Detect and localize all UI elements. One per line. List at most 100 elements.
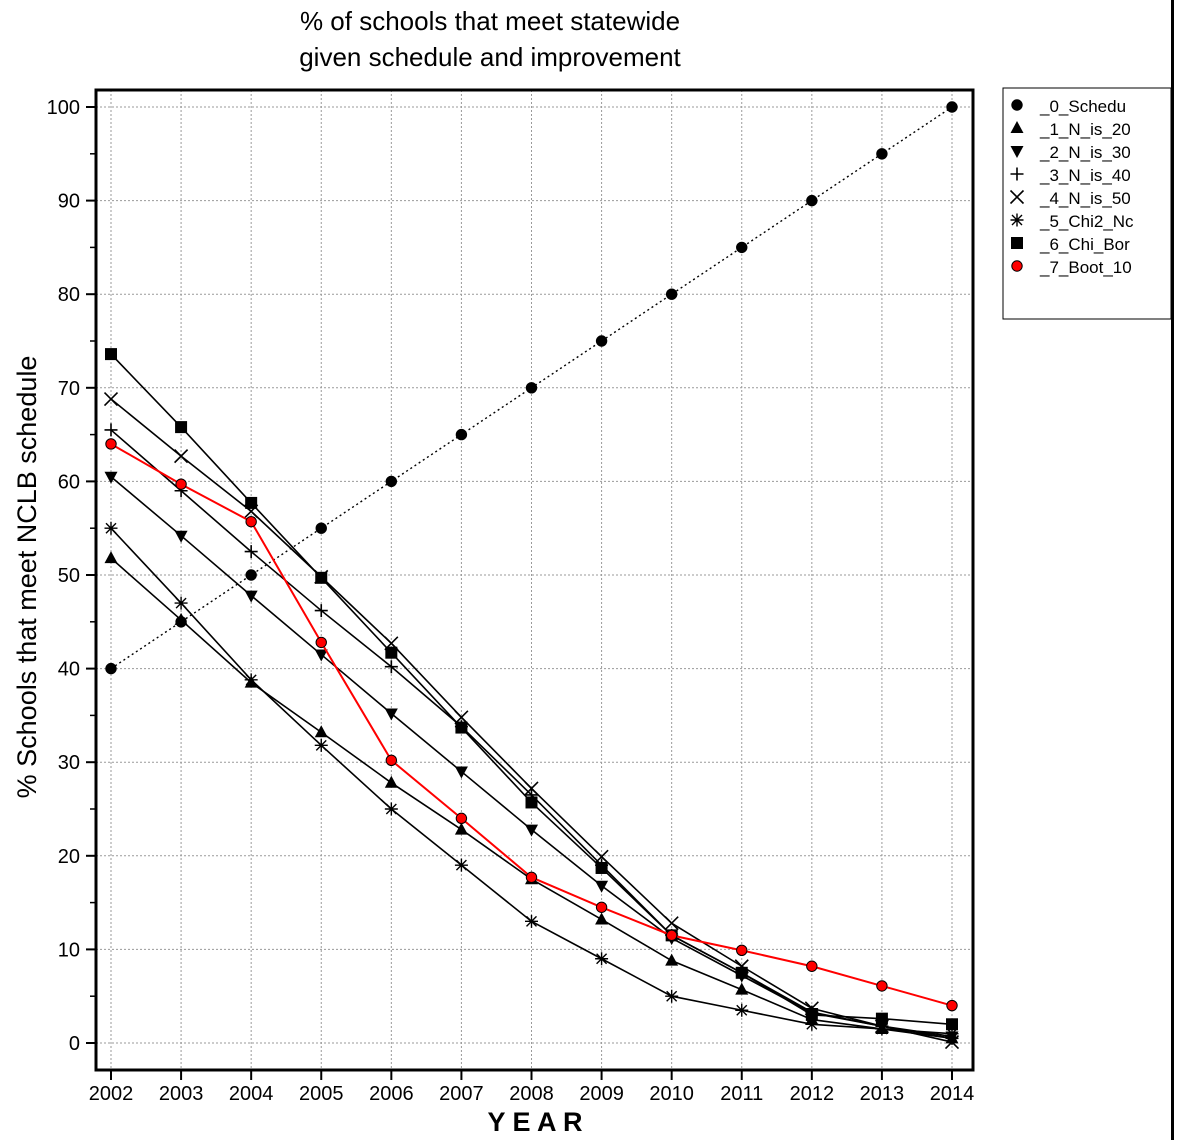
data-point: [736, 241, 748, 254]
data-point: [384, 802, 398, 816]
data-point: [315, 571, 328, 584]
data-point: [594, 849, 609, 864]
legend-marker: [1011, 237, 1023, 249]
data-point: [105, 348, 117, 361]
x-tick-label: 2012: [790, 1083, 835, 1105]
x-tick-label: 2010: [649, 1083, 694, 1105]
x-tick-label: 2007: [439, 1083, 484, 1105]
legend-label: _0_Schedu: [1039, 97, 1126, 116]
data-point: [314, 604, 328, 618]
legend-marker: [1010, 213, 1024, 227]
data-point: [174, 449, 189, 464]
data-point: [525, 914, 538, 928]
data-point: [385, 754, 398, 767]
y-tick-label: 20: [58, 846, 80, 868]
data-point: [175, 421, 188, 434]
x-tick-label: 2003: [159, 1083, 204, 1105]
data-point: [875, 1022, 889, 1036]
data-point: [665, 989, 679, 1003]
data-point: [805, 1008, 818, 1021]
x-axis-label: Y E A R: [487, 1107, 582, 1137]
y-tick-label: 0: [69, 1033, 80, 1055]
plot-frame: [94, 88, 975, 1072]
data-point: [105, 438, 117, 450]
data-point: [244, 590, 258, 603]
series-7-boot-10: [105, 438, 958, 1012]
x-tick-label: 2005: [299, 1083, 344, 1105]
data-point: [244, 673, 258, 687]
data-point: [244, 545, 258, 559]
data-point: [736, 944, 748, 957]
data-point: [525, 824, 538, 837]
data-point: [595, 901, 608, 913]
data-point: [735, 1003, 749, 1017]
data-point: [525, 871, 538, 884]
data-point: [245, 569, 257, 581]
series-line: [110, 527, 953, 1035]
legend-label: _5_Chi2_Nc: [1039, 212, 1134, 231]
x-tick-label: 2013: [860, 1083, 905, 1105]
data-point: [174, 530, 188, 543]
data-point: [245, 496, 258, 509]
data-point: [595, 912, 609, 925]
y-tick-label: 40: [58, 659, 80, 681]
data-point: [876, 980, 888, 992]
data-point: [384, 660, 398, 674]
data-point: [105, 662, 117, 675]
legend-marker: [1011, 260, 1023, 272]
data-point: [245, 515, 257, 528]
x-tick-label: 2008: [509, 1083, 554, 1105]
data-point: [314, 649, 328, 662]
chart-title-line-2: given schedule and improvement: [299, 42, 681, 72]
y-axis: 0 10 20 30 40 50 60 70 80 90 100: [47, 97, 96, 1055]
data-point: [384, 775, 398, 788]
data-point: [595, 952, 609, 966]
data-point: [735, 982, 749, 995]
data-point: [806, 960, 818, 972]
legend-marker: [1009, 189, 1025, 205]
data-point: [665, 953, 679, 966]
legend: _0_Schedu _1_N_is_20 _2_N_is_30 _3_N_is_40 _…: [1002, 87, 1172, 320]
legend-label: _2_N_is_30: [1039, 143, 1131, 162]
data-point: [946, 1018, 958, 1031]
data-point: [174, 612, 188, 625]
data-point: [946, 101, 958, 113]
legend-marker: [1011, 99, 1023, 111]
data-point: [103, 391, 119, 407]
series-line: [110, 476, 953, 1038]
y-tick-label: 60: [58, 471, 80, 493]
data-point: [455, 812, 468, 825]
legend-entry: _6_Chi_Bor: [1011, 235, 1130, 254]
x-tick-label: 2011: [720, 1083, 763, 1105]
y-tick-label: 70: [58, 378, 80, 400]
data-point: [595, 335, 608, 347]
y-axis-label: % Schools that meet NCLB schedule: [12, 356, 42, 799]
x-tick-label: 2004: [229, 1083, 274, 1105]
data-point: [104, 471, 118, 484]
data-point: [945, 1027, 959, 1041]
legend-entry: _7_Boot_10: [1011, 258, 1132, 277]
legend-label: _3_N_is_40: [1039, 166, 1131, 185]
legend-marker: [1010, 121, 1024, 133]
data-point: [595, 880, 609, 893]
data-point: [314, 725, 328, 738]
data-point: [664, 916, 679, 931]
x-axis: 2002 2003 2004 2005 2006 2007 2008 2009 2010 2011…: [89, 1070, 975, 1105]
y-tick-label: 80: [58, 284, 80, 306]
legend-label: _4_N_is_50: [1039, 189, 1131, 208]
legend-marker: [1010, 146, 1024, 158]
data-point: [454, 766, 468, 779]
data-point: [104, 551, 118, 564]
data-point: [875, 1012, 888, 1025]
x-tick-label: 2002: [89, 1083, 134, 1105]
data-point: [385, 475, 398, 488]
y-tick-label: 100: [47, 97, 80, 119]
data-point: [735, 966, 748, 979]
data-point: [175, 478, 187, 490]
legend-box: [1002, 87, 1172, 320]
data-point: [454, 822, 468, 835]
legend-entry: _2_N_is_30: [1010, 143, 1131, 162]
data-point: [525, 796, 538, 809]
x-tick-label: 2014: [930, 1083, 975, 1105]
